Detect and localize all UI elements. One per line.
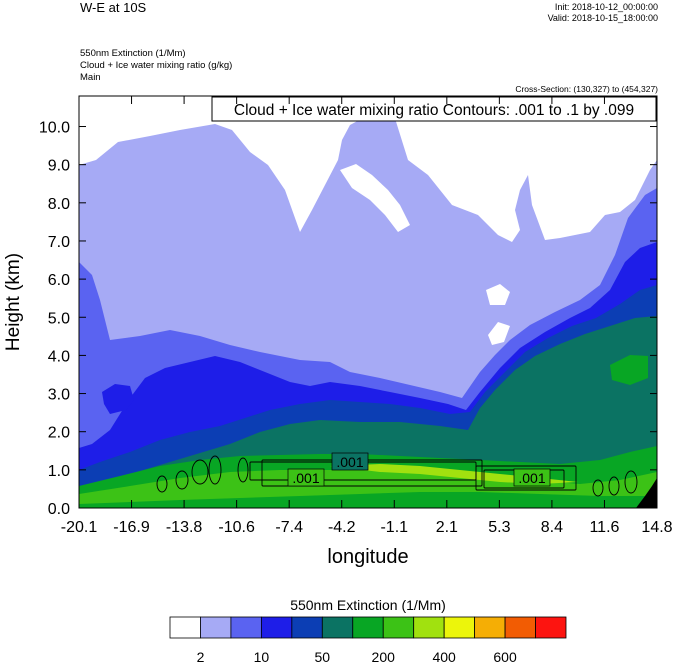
field-white-top-right (388, 96, 657, 242)
colorbar-tick-label: 10 (254, 649, 270, 665)
colorbar-tick-label: 200 (372, 649, 396, 665)
contour-ellipse-1 (191, 459, 209, 485)
x-tick-label: 8.4 (541, 519, 563, 536)
contour-label-2: .001 (292, 470, 319, 486)
colorbar-tick-label: 2 (197, 649, 205, 665)
x-tick-label: -1.1 (380, 519, 408, 536)
y-tick-label: 2.0 (48, 425, 70, 442)
contour-label-bg-2 (287, 468, 325, 487)
valid-time: Valid: 2018-10-15_18:00:00 (547, 13, 658, 23)
y-tick-label: 5.0 (48, 310, 70, 327)
contour-label-group-3: .001 (513, 468, 551, 487)
y-tick-label: 4.0 (48, 348, 70, 365)
x-tick-label: -4.2 (328, 519, 356, 536)
plot-frame (78, 95, 658, 509)
colorbar-ticks: 2 10 50 200 400 600 (197, 649, 517, 665)
x-tick-label: -7.4 (275, 519, 303, 536)
field-level3-left-blob (102, 384, 134, 414)
x-tick-label: -13.8 (166, 519, 203, 536)
colorbar-swatch (413, 616, 445, 639)
y-axis: 0.0 1.0 2.0 3.0 4.0 5.0 6.0 7.0 8.0 9.0 10.0 (39, 120, 657, 518)
contour-box-2 (261, 459, 483, 487)
plot-title: W-E at 10S (80, 0, 147, 15)
contour-ellipse-6 (592, 479, 604, 497)
colorbar-title: 550nm Extinction (1/Mm) (290, 597, 446, 613)
y-axis-label: Height (km) (3, 253, 24, 351)
contour-label-3: .001 (518, 470, 545, 486)
y-tick-label: 7.0 (48, 234, 70, 251)
variable-line-domain: Main (80, 72, 101, 83)
contour-ellipse-4 (156, 475, 168, 493)
colorbar-swatch (504, 616, 536, 639)
y-tick-label: 3.0 (48, 387, 70, 404)
contour-label-group-2: .001 (287, 468, 325, 487)
colorbar-swatch (230, 616, 262, 639)
field-white-upper-center (340, 164, 410, 232)
y-tick-label: 10.0 (39, 120, 70, 137)
terrain-mask (636, 478, 657, 508)
contour-box-3 (475, 465, 577, 491)
x-tick-label: -20.1 (61, 519, 98, 536)
colorbar-swatch (535, 616, 567, 639)
colorbar (169, 616, 567, 639)
colorbar-swatch (352, 616, 384, 639)
x-tick-label: 11.6 (589, 519, 619, 536)
y-tick-label: 0.0 (48, 501, 70, 518)
contour-label-1: .001 (336, 454, 363, 470)
field-white-top-left (79, 96, 400, 232)
x-tick-label: -10.6 (218, 519, 255, 536)
init-time: Init: 2018-10-12_00:00:00 (554, 2, 658, 12)
colorbar-tick-label: 50 (315, 649, 331, 665)
colorbar-swatch (169, 616, 201, 639)
x-tick-label: -16.9 (113, 519, 150, 536)
field-level7 (79, 470, 657, 504)
contour-label-group-1: .001 (331, 452, 369, 471)
colorbar-swatch (474, 616, 506, 639)
field-white-lower-right (488, 322, 510, 345)
contour-label-bg-3 (513, 468, 551, 487)
contour-ellipse-5 (175, 470, 189, 490)
contour-ellipse-3 (237, 457, 249, 483)
colorbar-swatch (321, 616, 354, 639)
variable-line-mixing-ratio: Cloud + Ice water mixing ratio (g/kg) (80, 60, 233, 71)
cross-section-label: Cross-Section: (130,327) to (454,327) (515, 84, 658, 94)
colorbar-swatch (291, 616, 323, 639)
field-white-mid-right (486, 284, 510, 305)
y-tick-label: 1.0 (48, 463, 70, 480)
contour-info-box (211, 96, 657, 122)
field-level6-right-band (610, 355, 648, 385)
x-tick-label: 14.8 (641, 519, 672, 536)
x-axis-label: longitude (327, 546, 408, 568)
contour-ellipse-2 (208, 455, 222, 485)
contour-ellipse-7 (608, 476, 620, 496)
y-tick-label: 6.0 (48, 272, 70, 289)
colorbar-swatch (260, 616, 293, 639)
colorbar-swatch (200, 616, 232, 639)
x-tick-label: 5.3 (488, 519, 510, 536)
variable-line-extinction: 550nm Extinction (1/Mm) (80, 48, 186, 59)
y-tick-label: 8.0 (48, 196, 70, 213)
colorbar-tick-label: 600 (493, 649, 517, 665)
colorbar-tick-label: 400 (432, 649, 456, 665)
colorbar-swatch (382, 616, 415, 639)
y-tick-label: 9.0 (48, 158, 70, 175)
colorbar-swatch (443, 616, 476, 639)
contour-ellipse-8 (624, 470, 638, 494)
contour-info-label: Cloud + Ice water mixing ratio Contours:… (234, 102, 634, 119)
x-axis: -20.1 -16.9 -13.8 -10.6 -7.4 -4.2 -1.1 2.1 5.3 8.… (61, 96, 673, 536)
extinction-field: .001 .001 .001 (79, 96, 657, 508)
contour-label-bg-1 (331, 452, 369, 471)
x-tick-label: 2.1 (436, 519, 458, 536)
